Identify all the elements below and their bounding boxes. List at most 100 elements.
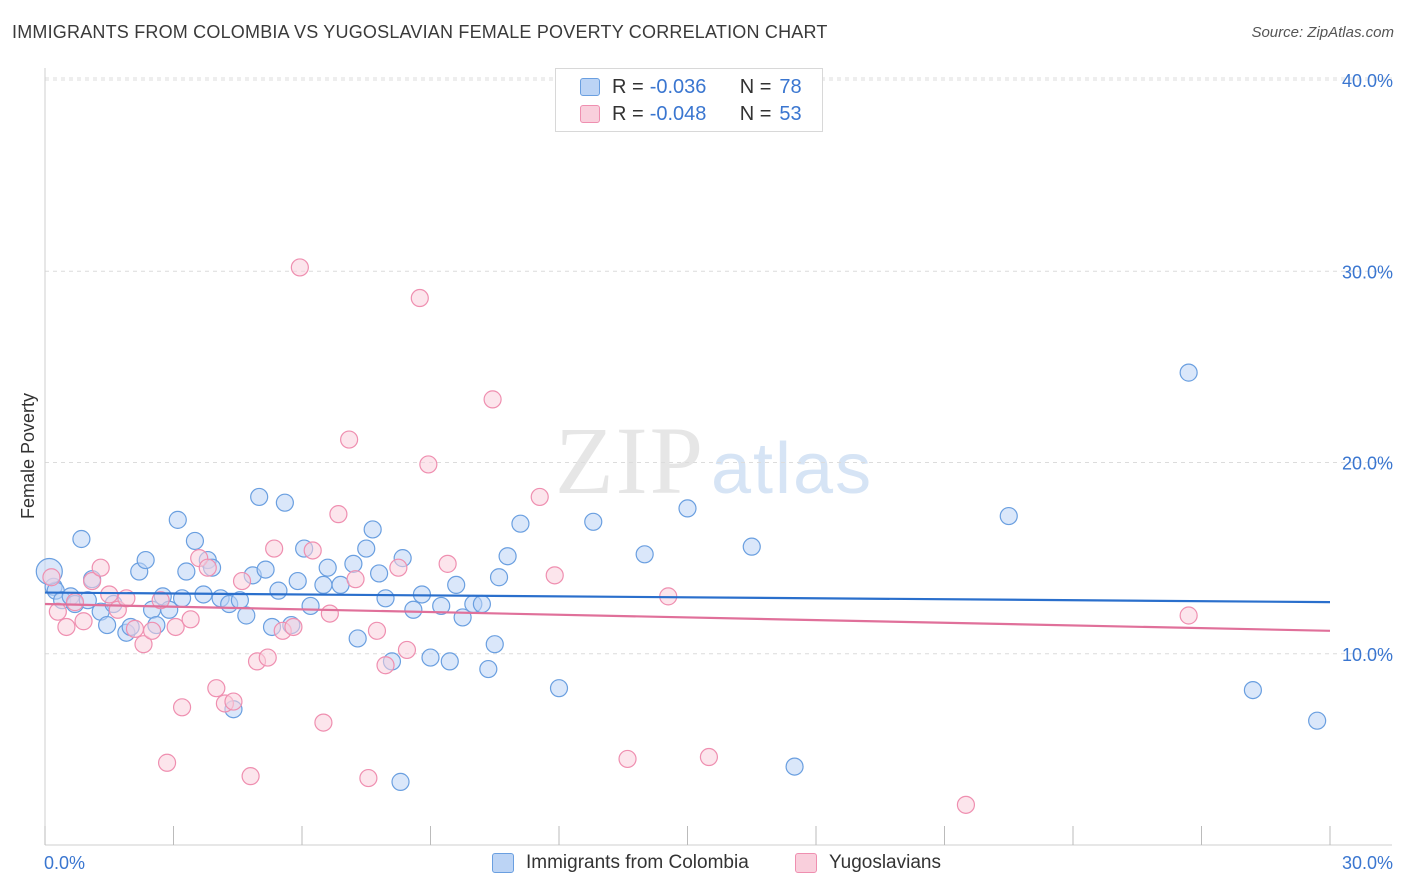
- chart-title: IMMIGRANTS FROM COLOMBIA VS YUGOSLAVIAN …: [12, 22, 828, 42]
- data-point-yugoslav: [181, 610, 200, 629]
- data-point-colombia: [485, 635, 504, 654]
- legend-swatch-colombia: [580, 78, 600, 96]
- y-tick-label: 40.0%: [1342, 71, 1393, 91]
- data-point-yugoslav: [100, 585, 119, 604]
- data-point-colombia: [344, 554, 363, 573]
- data-point-colombia: [479, 659, 498, 679]
- data-point-yugoslav: [232, 571, 252, 591]
- data-point-yugoslav: [376, 656, 395, 675]
- data-point-yugoslav: [956, 795, 976, 814]
- data-point-yugoslav: [83, 571, 102, 591]
- data-point-yugoslav: [303, 541, 322, 560]
- data-point-yugoslav: [172, 698, 192, 717]
- data-point-colombia: [168, 510, 187, 529]
- data-point-yugoslav: [438, 554, 457, 573]
- data-point-colombia: [432, 596, 451, 616]
- data-point-yugoslav: [367, 621, 387, 640]
- data-point-yugoslav: [125, 619, 145, 638]
- data-point-yugoslav: [340, 430, 359, 449]
- data-point-colombia: [472, 594, 491, 614]
- y-tick-label: 30.0%: [1342, 262, 1393, 282]
- data-point-colombia: [549, 679, 569, 698]
- data-point-colombia: [376, 589, 395, 608]
- y-tick-label: 20.0%: [1342, 454, 1393, 474]
- source-label: Source: ZipAtlas.com: [1251, 24, 1394, 41]
- data-point-colombia: [288, 571, 307, 591]
- data-point-colombia: [447, 575, 466, 595]
- series-legend-colombia: Immigrants from Colombia: [492, 852, 749, 874]
- legend-row-yugoslav: R = -0.048 N = 53: [580, 101, 802, 127]
- data-point-colombia: [301, 596, 320, 616]
- data-point-colombia: [172, 589, 192, 608]
- series-swatch-yugoslav: [795, 853, 817, 873]
- series-swatch-colombia: [492, 853, 514, 873]
- data-point-colombia: [999, 506, 1018, 526]
- legend-n-label: N =: [739, 75, 772, 98]
- trend-line-colombia: [44, 591, 1331, 604]
- legend-r-value: -0.048: [649, 102, 707, 125]
- data-point-colombia: [237, 606, 256, 625]
- data-point-colombia: [404, 600, 423, 619]
- series-label-colombia: Immigrants from Colombia: [526, 852, 749, 873]
- legend-n-value: 53: [779, 102, 802, 125]
- data-point-colombia: [357, 539, 376, 558]
- trend-line-yugoslav: [44, 602, 1331, 632]
- data-point-colombia: [363, 520, 382, 539]
- data-point-colombia: [742, 537, 761, 556]
- data-point-colombia: [269, 581, 288, 600]
- data-point-colombia: [314, 575, 333, 595]
- data-point-yugoslav: [65, 593, 85, 612]
- y-tick-label: 10.0%: [1342, 645, 1393, 665]
- data-point-colombia: [440, 652, 459, 671]
- y-axis-label: Female Poverty: [18, 393, 38, 519]
- x-tick-label: 0.0%: [44, 853, 85, 873]
- data-point-colombia: [185, 531, 205, 551]
- legend-r-label: R =: [612, 102, 644, 125]
- data-point-colombia: [250, 487, 269, 507]
- data-point-yugoslav: [284, 617, 303, 637]
- data-point-yugoslav: [397, 640, 417, 660]
- legend-r-value: -0.036: [649, 75, 707, 98]
- data-point-colombia: [98, 615, 117, 635]
- data-point-colombia: [584, 512, 603, 531]
- data-point-yugoslav: [198, 558, 217, 577]
- data-point-colombia: [1308, 711, 1327, 730]
- data-point-colombia: [348, 629, 367, 648]
- data-point-yugoslav: [57, 617, 76, 637]
- legend-r-label: R =: [612, 75, 644, 98]
- data-point-colombia: [391, 772, 410, 791]
- data-point-colombia: [72, 529, 91, 549]
- data-point-colombia: [511, 514, 530, 533]
- data-point-colombia: [370, 564, 389, 583]
- data-point-yugoslav: [346, 570, 365, 589]
- data-point-colombia: [635, 545, 654, 564]
- series-legend: Immigrants from Colombia Yugoslavians: [0, 852, 1406, 878]
- series-label-yugoslav: Yugoslavians: [829, 852, 941, 873]
- watermark-zip: ZIP: [555, 407, 705, 514]
- data-point-yugoslav: [290, 258, 309, 277]
- data-point-colombia: [1179, 363, 1198, 382]
- data-point-yugoslav: [265, 539, 284, 558]
- series-legend-yugoslav: Yugoslavians: [795, 852, 941, 874]
- data-point-yugoslav: [142, 621, 162, 640]
- data-point-yugoslav: [207, 679, 226, 698]
- data-point-yugoslav: [48, 602, 67, 621]
- data-point-colombia: [275, 493, 294, 512]
- data-point-colombia: [136, 550, 155, 570]
- data-point-yugoslav: [389, 558, 408, 577]
- data-point-yugoslav: [224, 692, 243, 711]
- data-point-colombia: [318, 558, 337, 577]
- data-point-colombia: [1243, 680, 1263, 700]
- data-point-yugoslav: [42, 568, 61, 587]
- data-point-yugoslav: [483, 390, 502, 409]
- data-point-colombia: [785, 757, 804, 776]
- watermark: ZIPatlas: [555, 405, 873, 516]
- data-point-yugoslav: [410, 288, 429, 308]
- correlation-legend: R = -0.036 N = 78 R = -0.048 N = 53: [555, 68, 823, 132]
- data-point-yugoslav: [151, 591, 170, 610]
- data-point-colombia: [498, 547, 517, 566]
- data-point-yugoslav: [618, 749, 637, 769]
- data-point-yugoslav: [74, 612, 93, 631]
- data-point-yugoslav: [329, 505, 348, 524]
